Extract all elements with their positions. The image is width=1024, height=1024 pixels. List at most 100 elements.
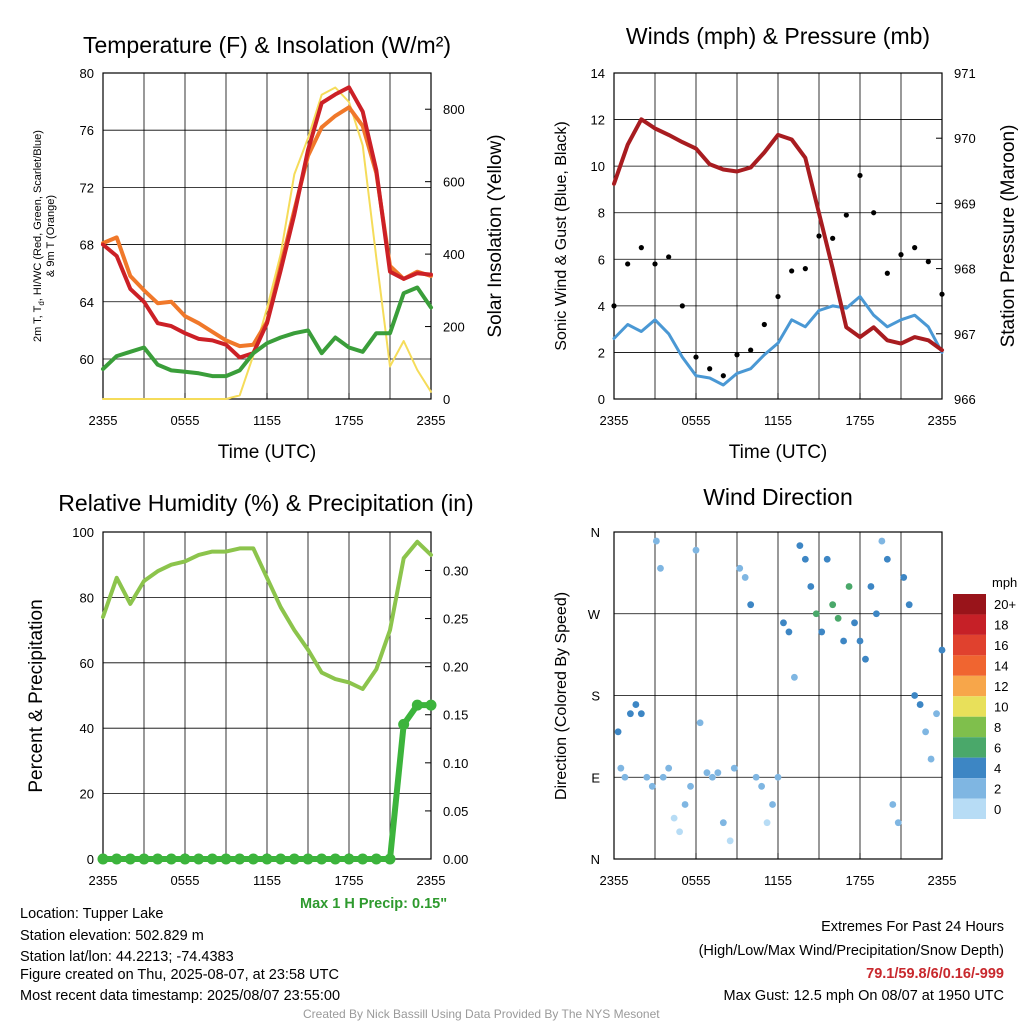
colorbar-label: 2 bbox=[994, 781, 1001, 796]
temp-y2label: Solar Insolation (Yellow) bbox=[485, 134, 506, 337]
direction-point bbox=[894, 819, 902, 827]
colorbar-label: 12 bbox=[994, 679, 1008, 694]
temp-ylabel: 2m T, Td, HI/WC (Red, Green, Scarlet/Blu… bbox=[32, 130, 57, 342]
gust-point bbox=[789, 268, 795, 274]
wind-xtick-label: 0555 bbox=[682, 413, 711, 428]
colorbar-cell bbox=[953, 655, 986, 676]
direction-point bbox=[840, 637, 847, 645]
credit-text: Created By Nick Bassill Using Data Provi… bbox=[303, 1007, 660, 1021]
wind-ytick-label: 10 bbox=[591, 159, 605, 174]
direction-point bbox=[758, 782, 765, 790]
gust-point bbox=[652, 261, 658, 267]
colorbar-label: 20+ bbox=[994, 597, 1016, 612]
colorbar-cell bbox=[953, 757, 986, 779]
direction-point bbox=[922, 728, 929, 736]
rh-ytick-label: 80 bbox=[80, 590, 94, 605]
gust-point bbox=[775, 293, 781, 300]
dir-ylabel: Direction (Colored By Speed) bbox=[553, 592, 570, 800]
direction-point bbox=[845, 583, 853, 590]
direction-point bbox=[873, 610, 880, 618]
gust-point bbox=[843, 212, 849, 218]
dir-xtick-label: 0555 bbox=[682, 873, 711, 888]
direction-panel: 2355 0555 1155 1755 2355NESWNmph20+181614121… bbox=[588, 525, 1018, 888]
recent-data-text: Most recent data timestamp: 2025/08/07 2… bbox=[20, 988, 341, 1004]
colorbar-cell bbox=[953, 634, 986, 656]
direction-point bbox=[741, 574, 749, 581]
colorbar-label: 18 bbox=[994, 618, 1008, 633]
wind-ylabel: Sonic Wind & Gust (Blue, Black) bbox=[553, 121, 570, 350]
temp-ytick-label: 80 bbox=[80, 66, 94, 81]
direction-point bbox=[617, 764, 625, 772]
direction-point bbox=[747, 601, 755, 609]
direction-point bbox=[703, 769, 711, 777]
direction-point bbox=[883, 555, 891, 563]
rh-panel-title: Relative Humidity (%) & Precipitation (i… bbox=[58, 490, 473, 516]
gust-point bbox=[912, 245, 918, 251]
dir-panel-title: Wind Direction bbox=[703, 484, 853, 510]
direction-point bbox=[665, 764, 673, 772]
colorbar-label: 0 bbox=[994, 802, 1001, 817]
temp-y2tick-label: 400 bbox=[443, 247, 465, 262]
direction-point bbox=[938, 646, 946, 654]
wind-ytick-label: 8 bbox=[598, 206, 605, 221]
temp-ylabel-part2: , HI/WC (Red, Green, Scarlet/Blue) bbox=[32, 130, 44, 301]
wind-ytick-label: 0 bbox=[598, 392, 605, 407]
gust-point bbox=[802, 266, 808, 272]
series-line-sonic-wind bbox=[612, 295, 944, 387]
wind-y2tick-label: 971 bbox=[954, 66, 976, 81]
series-line-relative-humidity bbox=[101, 539, 433, 691]
gust-point bbox=[830, 235, 836, 241]
temp-ytick-label: 72 bbox=[80, 180, 94, 195]
gust-point bbox=[939, 291, 945, 297]
wind-y2tick-label: 968 bbox=[954, 262, 976, 277]
gust-point bbox=[720, 373, 726, 379]
direction-point bbox=[719, 819, 727, 827]
temp-xtick-label: 0555 bbox=[171, 413, 200, 428]
dir-xtick-label: 1755 bbox=[846, 873, 875, 888]
direction-point bbox=[730, 764, 738, 772]
dir-ytick-label: W bbox=[588, 607, 601, 622]
rh-xtick-label: 2355 bbox=[89, 873, 118, 888]
colorbar-cell bbox=[953, 737, 986, 758]
gust-point bbox=[734, 352, 740, 358]
direction-point bbox=[736, 564, 744, 572]
direction-point bbox=[709, 773, 716, 781]
direction-point bbox=[812, 610, 820, 618]
temperature-panel: 2355 0555 1155 1755 235560646872768002004006… bbox=[80, 66, 465, 428]
direction-point bbox=[900, 574, 908, 581]
rh-ytick-label: 0 bbox=[87, 852, 94, 867]
colorbar-label: 16 bbox=[994, 638, 1008, 653]
temp-ytick-label: 76 bbox=[80, 123, 94, 138]
colorbar-cell bbox=[953, 778, 986, 799]
gust-point bbox=[666, 254, 672, 260]
direction-point bbox=[632, 701, 640, 708]
wind-xtick-label: 1155 bbox=[764, 413, 792, 428]
direction-point bbox=[659, 773, 667, 781]
direction-point bbox=[785, 628, 793, 636]
series-line-2m-t bbox=[101, 85, 433, 360]
dir-ytick-label: N bbox=[591, 525, 600, 540]
rh-xtick-label: 1155 bbox=[253, 873, 281, 888]
temp-panel-title: Temperature (F) & Insolation (W/m²) bbox=[83, 32, 451, 58]
colorbar-label: 10 bbox=[994, 700, 1008, 715]
extremes-subtitle: (High/Low/Max Wind/Precipitation/Snow De… bbox=[698, 943, 1004, 959]
direction-point bbox=[780, 619, 787, 627]
direction-point bbox=[796, 542, 804, 550]
max-precip-text: Max 1 H Precip: 0.15" bbox=[300, 896, 448, 912]
colorbar-cell bbox=[953, 594, 986, 615]
direction-point bbox=[818, 628, 826, 636]
direction-point bbox=[670, 814, 678, 822]
gust-point bbox=[748, 347, 754, 353]
direction-point bbox=[862, 655, 869, 663]
rh-xtick-label: 2355 bbox=[417, 873, 446, 888]
dir-ytick-label: E bbox=[591, 770, 600, 785]
dir-xtick-label: 2355 bbox=[928, 873, 957, 888]
rh-y2tick-label: 0.15 bbox=[443, 708, 468, 723]
direction-point bbox=[752, 773, 760, 781]
direction-point bbox=[696, 719, 704, 727]
wind-y2tick-label: 969 bbox=[954, 196, 976, 211]
wind-ytick-label: 12 bbox=[591, 113, 605, 128]
gust-point bbox=[884, 270, 890, 276]
location-text: Location: Tupper Lake bbox=[20, 906, 164, 922]
